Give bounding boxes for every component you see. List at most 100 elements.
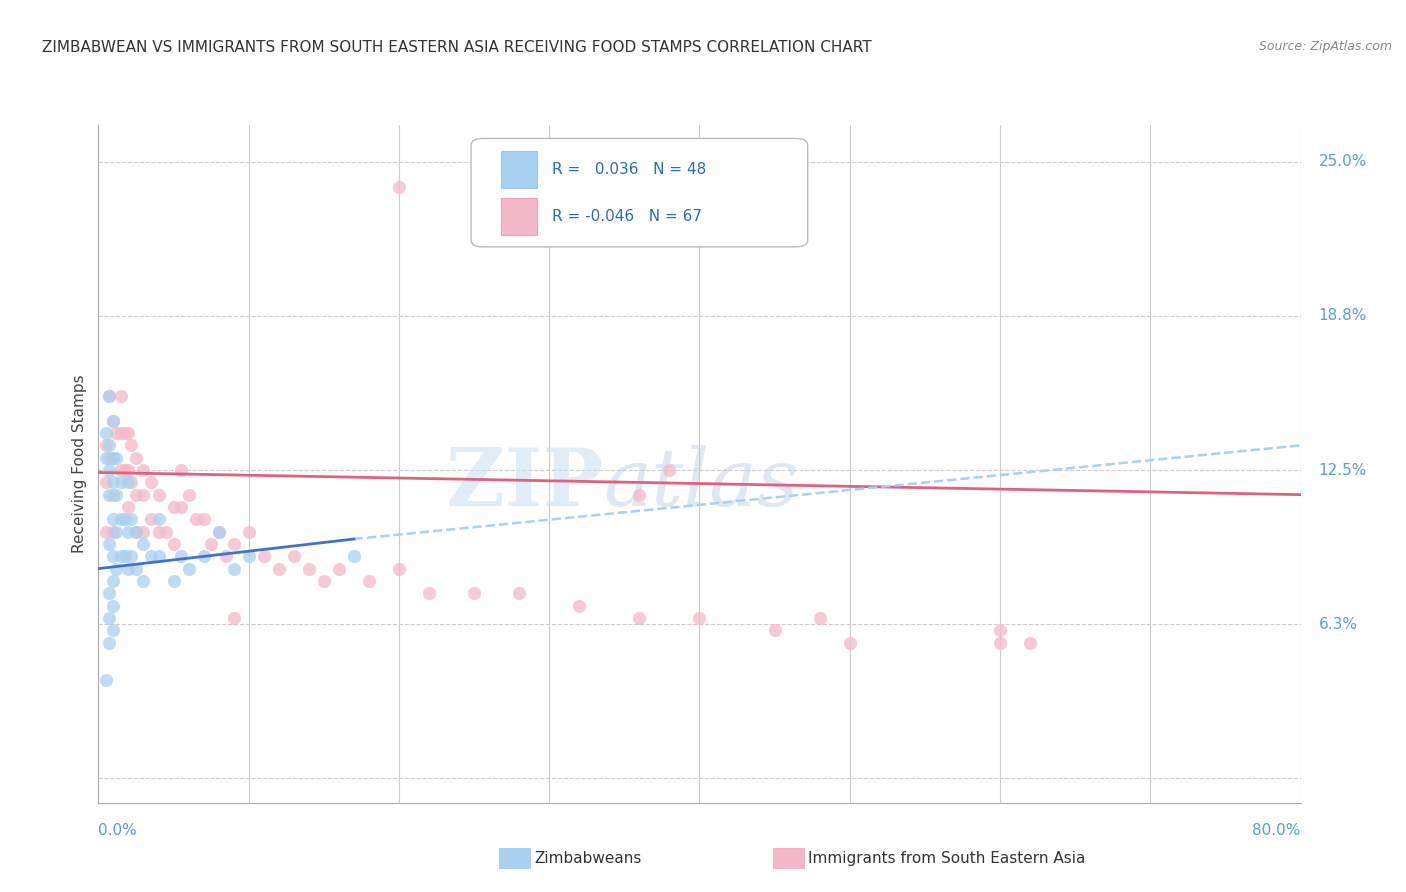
Point xyxy=(177,488,200,502)
Text: Immigrants from South Eastern Asia: Immigrants from South Eastern Asia xyxy=(808,851,1085,865)
Text: ZIMBABWEAN VS IMMIGRANTS FROM SOUTH EASTERN ASIA RECEIVING FOOD STAMPS CORRELATI: ZIMBABWEAN VS IMMIGRANTS FROM SOUTH EAST… xyxy=(42,40,872,55)
Point xyxy=(103,488,125,502)
Point xyxy=(110,463,132,477)
Point xyxy=(103,450,125,465)
FancyBboxPatch shape xyxy=(471,138,807,247)
Point xyxy=(238,549,260,564)
Point xyxy=(568,599,591,613)
Point xyxy=(170,500,193,514)
Point xyxy=(139,549,162,564)
Point xyxy=(121,438,143,452)
Point xyxy=(148,512,170,526)
Point xyxy=(121,549,143,564)
Text: atlas: atlas xyxy=(603,445,799,523)
Point xyxy=(114,549,136,564)
Y-axis label: Receiving Food Stamps: Receiving Food Stamps xyxy=(72,375,87,553)
Point xyxy=(688,611,710,625)
Point xyxy=(117,475,139,490)
Point xyxy=(121,512,143,526)
Point xyxy=(105,561,128,575)
Point xyxy=(208,524,231,539)
Point xyxy=(155,524,177,539)
Point xyxy=(388,561,411,575)
Point xyxy=(298,561,321,575)
Point xyxy=(94,475,117,490)
Point xyxy=(94,673,117,687)
Point xyxy=(193,549,215,564)
Text: 12.5%: 12.5% xyxy=(1319,463,1367,477)
Point xyxy=(139,475,162,490)
Point xyxy=(658,463,681,477)
Point xyxy=(117,425,139,440)
Point xyxy=(162,574,184,588)
Point xyxy=(94,425,117,440)
Point xyxy=(94,438,117,452)
Point xyxy=(162,500,184,514)
Point xyxy=(110,425,132,440)
Point xyxy=(110,389,132,403)
Point xyxy=(103,450,125,465)
Point xyxy=(110,475,132,490)
Point xyxy=(97,450,120,465)
Point xyxy=(103,524,125,539)
Text: Zimbabweans: Zimbabweans xyxy=(534,851,641,865)
Bar xyxy=(501,151,537,188)
Point xyxy=(103,599,125,613)
Text: R =   0.036   N = 48: R = 0.036 N = 48 xyxy=(551,161,706,177)
Point xyxy=(103,414,125,428)
Point xyxy=(125,561,148,575)
Point xyxy=(97,389,120,403)
Point xyxy=(148,488,170,502)
Point xyxy=(117,500,139,514)
Point xyxy=(97,463,120,477)
Point xyxy=(97,635,120,649)
Point xyxy=(105,524,128,539)
Point xyxy=(97,611,120,625)
Point xyxy=(103,549,125,564)
Point xyxy=(132,463,155,477)
Point xyxy=(177,561,200,575)
Point xyxy=(988,624,1011,638)
Text: R = -0.046   N = 67: R = -0.046 N = 67 xyxy=(551,210,702,224)
Point xyxy=(103,512,125,526)
Point xyxy=(105,450,128,465)
Point xyxy=(103,475,125,490)
Point xyxy=(117,463,139,477)
Point xyxy=(103,574,125,588)
Point xyxy=(97,488,120,502)
Point xyxy=(132,537,155,551)
Text: 80.0%: 80.0% xyxy=(1253,823,1301,838)
Point xyxy=(132,488,155,502)
Point xyxy=(94,450,117,465)
Point xyxy=(222,611,245,625)
Point xyxy=(238,524,260,539)
Point xyxy=(148,549,170,564)
Point xyxy=(117,524,139,539)
Point xyxy=(94,524,117,539)
Point xyxy=(121,475,143,490)
Point xyxy=(463,586,485,600)
Point xyxy=(253,549,276,564)
Point xyxy=(838,635,860,649)
Text: 0.0%: 0.0% xyxy=(98,823,138,838)
Point xyxy=(208,524,231,539)
Point xyxy=(125,524,148,539)
Point xyxy=(418,586,440,600)
Point xyxy=(139,512,162,526)
Point xyxy=(283,549,305,564)
Point xyxy=(763,624,786,638)
Point xyxy=(170,549,193,564)
Point xyxy=(1019,635,1042,649)
Point xyxy=(97,586,120,600)
Point xyxy=(148,524,170,539)
Point xyxy=(267,561,290,575)
Point xyxy=(312,574,335,588)
Point xyxy=(184,512,207,526)
Point xyxy=(114,512,136,526)
Point xyxy=(170,463,193,477)
Point xyxy=(125,450,148,465)
Point xyxy=(105,488,128,502)
Point xyxy=(343,549,366,564)
Point xyxy=(808,611,831,625)
Point xyxy=(117,561,139,575)
